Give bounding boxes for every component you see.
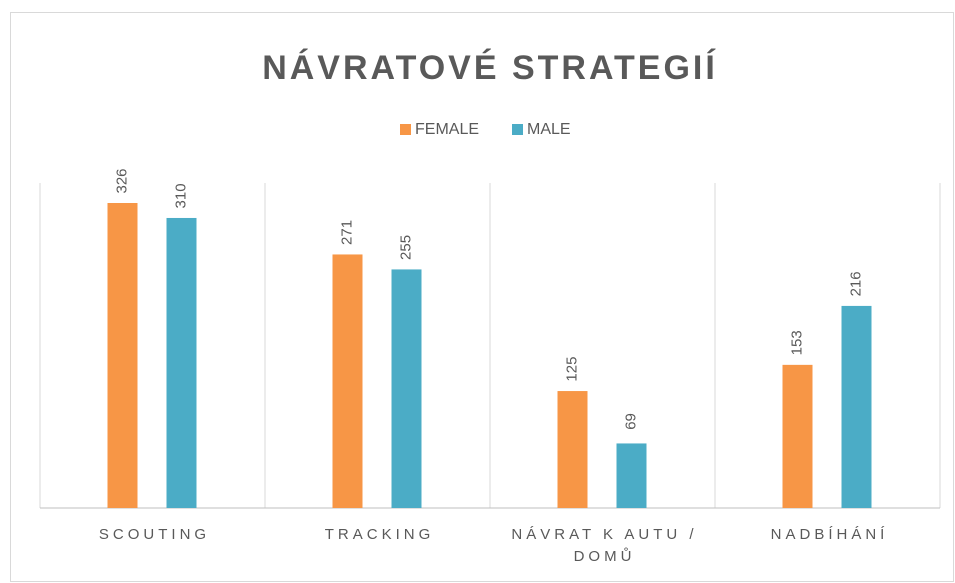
x-tick-label: TRACKING xyxy=(324,526,435,543)
data-label: 271 xyxy=(338,220,355,245)
data-label: 310 xyxy=(172,183,189,208)
chart-title: NÁVRATOVÉ STRATEGIÍ xyxy=(262,49,718,87)
legend-label: FEMALE xyxy=(415,121,479,138)
bar xyxy=(166,217,197,508)
bar xyxy=(391,269,422,508)
data-label: 125 xyxy=(563,357,580,382)
data-label: 326 xyxy=(113,168,130,193)
legend-label: MALE xyxy=(527,121,571,138)
bar xyxy=(841,305,872,508)
bar xyxy=(616,443,647,508)
x-tick-label: NÁVRAT K AUTU / DOMŮ xyxy=(511,526,698,565)
bar xyxy=(557,391,588,508)
bar xyxy=(107,203,138,508)
chart-border xyxy=(10,12,954,582)
data-label: 153 xyxy=(788,330,805,355)
x-tick-label: SCOUTING xyxy=(98,526,211,543)
bar xyxy=(782,364,813,508)
bar xyxy=(332,254,363,508)
legend-swatch xyxy=(400,124,411,135)
data-label: 255 xyxy=(397,235,414,260)
legend-swatch xyxy=(512,124,523,135)
data-label: 216 xyxy=(847,271,864,296)
data-label: 69 xyxy=(622,413,639,430)
x-tick-label: NADBÍHÁNÍ xyxy=(770,526,889,543)
